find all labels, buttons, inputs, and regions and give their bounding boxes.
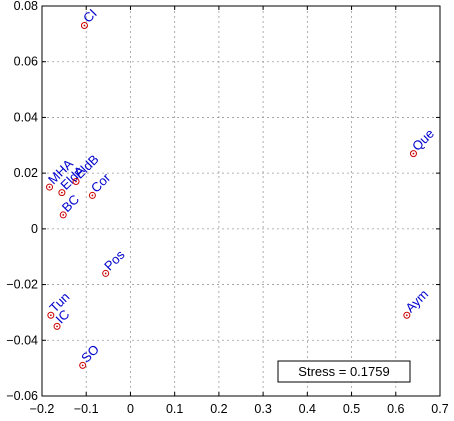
- point-marker-center: [405, 314, 408, 317]
- point-marker: [53, 322, 61, 330]
- x-tick-label: 0: [127, 402, 134, 416]
- stress-annotation: Stress = 0.1759: [277, 360, 411, 383]
- point-marker: [58, 189, 66, 197]
- point-marker: [403, 311, 411, 319]
- plot-frame: [41, 5, 441, 397]
- y-tick-label: 0.02: [14, 166, 38, 180]
- point-marker-center: [412, 152, 415, 155]
- y-tick-label: 0.06: [14, 55, 38, 69]
- grid-lines: [42, 6, 440, 396]
- axis-ticks: −0.2 −0.1 0 0.1 0.2 0.3 0.4 0.5 0.6 0.7 0.08 0.06 0.…: [6, 0, 448, 416]
- point-label: Cor: [88, 170, 114, 196]
- x-tick-label: 0.6: [387, 402, 404, 416]
- stress-box: [277, 360, 411, 383]
- point-marker: [72, 178, 80, 185]
- x-tick-label: 0.2: [210, 402, 227, 416]
- point-marker-center: [62, 214, 65, 216]
- point-marker-center: [49, 314, 52, 317]
- point-marker-center: [61, 191, 63, 194]
- x-tick-label: 0.5: [343, 402, 360, 416]
- point-marker: [409, 150, 417, 158]
- point-marker: [88, 191, 96, 199]
- x-tick-label: 0.4: [299, 402, 316, 416]
- point-marker: [47, 311, 55, 319]
- point-marker: [79, 361, 87, 369]
- stress-label: Stress = 0.1759: [298, 364, 389, 379]
- y-tick-label: −0.04: [6, 333, 38, 347]
- point-marker: [102, 269, 110, 277]
- data-point: Pos: [101, 247, 128, 277]
- point-marker: [80, 22, 88, 29]
- point-label: Pos: [101, 247, 128, 274]
- y-tick-label: −0.02: [6, 278, 38, 292]
- point-label: Aym: [402, 287, 431, 316]
- x-tick-label: −0.2: [30, 402, 55, 416]
- x-tick-label: 0.1: [166, 402, 183, 416]
- data-point: Aym: [402, 287, 431, 319]
- point-marker: [59, 211, 67, 219]
- y-tick-label: 0.08: [14, 0, 38, 13]
- point-marker: [46, 183, 54, 191]
- x-tick-label: 0.7: [431, 402, 448, 416]
- data-point: CI: [80, 6, 100, 29]
- point-marker-center: [75, 180, 77, 183]
- point-label: SO: [78, 342, 102, 366]
- point-marker-center: [56, 325, 58, 328]
- point-marker-center: [104, 272, 107, 275]
- point-marker-center: [91, 194, 94, 197]
- y-tick-label: −0.06: [6, 389, 38, 403]
- point-marker-center: [81, 364, 84, 367]
- point-marker-center: [83, 24, 86, 27]
- point-label: Que: [409, 126, 437, 154]
- data-point: Que: [409, 126, 437, 158]
- x-tick-label: 0.3: [254, 402, 271, 416]
- x-tick-label: −0.1: [74, 402, 99, 416]
- y-tick-label: 0.04: [14, 110, 38, 124]
- y-tick-label: 0: [31, 222, 38, 236]
- point-marker-center: [48, 186, 51, 188]
- data-point: SO: [78, 342, 102, 369]
- data-point: Cor: [88, 170, 114, 199]
